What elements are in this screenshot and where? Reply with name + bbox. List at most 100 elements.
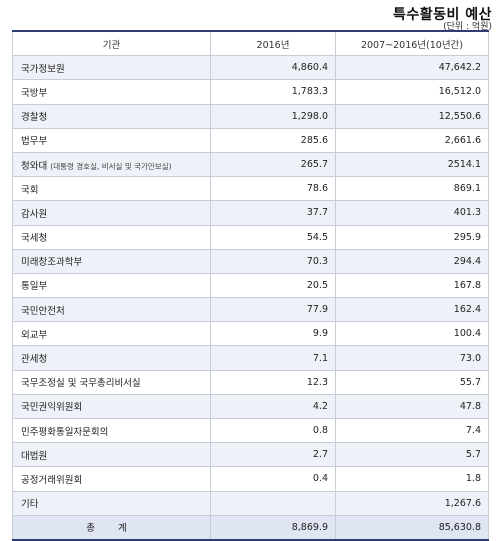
agency-name: 청와대 — [21, 160, 48, 172]
agency-cell: 기타 — [12, 490, 211, 516]
agency-name: 통일부 — [21, 281, 48, 293]
agency-name: 기타 — [21, 499, 39, 511]
agency-name: 민주평화통일자문회의 — [21, 426, 109, 438]
agency-name: 법무부 — [21, 136, 48, 148]
budget-10-years-cell: 869.1 — [335, 176, 489, 202]
table-row: 감사원 37.7 401.3 — [12, 200, 489, 226]
budget-10-years-cell: 2514.1 — [335, 151, 489, 178]
table-row: 민주평화통일자문회의 0.8 7.4 — [12, 417, 489, 444]
table-row: 통일부 20.5 167.8 — [12, 272, 489, 299]
budget-2016-cell: 1,298.0 — [210, 103, 336, 129]
table-row: 국회 78.6 869.1 — [12, 176, 489, 202]
budget-10-years-cell: 47,642.2 — [335, 55, 489, 81]
agency-cell: 공정거래위원회 — [12, 466, 211, 492]
table-row: 청와대 (대통령 경호실, 비서실 및 국가안보실) 265.7 2514.1 — [12, 151, 489, 178]
agency-name: 경찰청 — [21, 112, 48, 124]
header-10-years: 2007~2016년(10년간) — [335, 30, 489, 57]
agency-cell: 미래창조과학부 — [12, 248, 211, 274]
agency-cell: 통일부 — [12, 272, 211, 299]
budget-2016-cell: 0.8 — [210, 417, 336, 444]
budget-2016-cell: 7.1 — [210, 345, 336, 371]
budget-2016-cell: 9.9 — [210, 321, 336, 347]
agency-cell: 대법원 — [12, 442, 211, 468]
table-row: 대법원 2.7 5.7 — [12, 442, 489, 468]
budget-10-years-cell: 1.8 — [335, 466, 489, 492]
budget-10-years-cell: 55.7 — [335, 369, 489, 395]
budget-10-years-cell: 162.4 — [335, 297, 489, 323]
budget-2016-cell: 37.7 — [210, 200, 336, 226]
budget-2016-cell: 77.9 — [210, 297, 336, 323]
table-row: 국민권익위원회 4.2 47.8 — [12, 393, 489, 420]
agency-name: 국민권익위원회 — [21, 402, 83, 414]
budget-10-years-cell: 1,267.6 — [335, 490, 489, 516]
agency-name: 국무조정실 및 국무총리비서실 — [21, 378, 141, 390]
agency-name: 국세청 — [21, 233, 48, 245]
agency-cell: 국민권익위원회 — [12, 393, 211, 420]
budget-2016-cell: 2.7 — [210, 442, 336, 468]
table-row: 공정거래위원회 0.4 1.8 — [12, 466, 489, 492]
header-agency: 기관 — [12, 30, 211, 57]
table-row: 국무조정실 및 국무총리비서실 12.3 55.7 — [12, 369, 489, 395]
table-row: 관세청 7.1 73.0 — [12, 345, 489, 371]
agency-cell: 국세청 — [12, 224, 211, 250]
agency-name: 대법원 — [21, 450, 48, 462]
agency-cell: 경찰청 — [12, 103, 211, 129]
table-row: 국민안전처 77.9 162.4 — [12, 297, 489, 323]
budget-2016-cell: 0.4 — [210, 466, 336, 492]
table-row: 국세청 54.5 295.9 — [12, 224, 489, 250]
agency-note: (대통령 경호실, 비서실 및 국가안보실) — [50, 161, 172, 171]
agency-cell: 청와대 (대통령 경호실, 비서실 및 국가안보실) — [12, 151, 211, 178]
budget-2016-cell: 70.3 — [210, 248, 336, 274]
table-row: 기타 1,267.6 — [12, 490, 489, 516]
budget-10-years-cell: 2,661.6 — [335, 127, 489, 153]
agency-name: 공정거래위원회 — [21, 474, 83, 486]
table-row: 국방부 1,783.3 16,512.0 — [12, 79, 489, 105]
agency-name: 미래창조과학부 — [21, 257, 83, 269]
budget-2016-cell — [210, 490, 336, 516]
agency-name: 외교부 — [21, 329, 48, 341]
budget-2016-cell: 4.2 — [210, 393, 336, 420]
table-row: 미래창조과학부 70.3 294.4 — [12, 248, 489, 274]
agency-name: 국가정보원 — [21, 63, 65, 75]
budget-2016-cell: 265.7 — [210, 151, 336, 178]
budget-2016-cell: 54.5 — [210, 224, 336, 250]
budget-10-years-cell: 47.8 — [335, 393, 489, 420]
budget-2016-cell: 4,860.4 — [210, 55, 336, 81]
agency-cell: 국방부 — [12, 79, 211, 105]
page-title: 특수활동비 예산 — [392, 7, 492, 23]
agency-name: 국민안전처 — [21, 305, 65, 317]
agency-name: 국방부 — [21, 87, 48, 99]
table-header-row: 기관 2016년 2007~2016년(10년간) — [12, 30, 489, 57]
budget-2016-cell: 1,783.3 — [210, 79, 336, 105]
budget-10-years-cell: 100.4 — [335, 321, 489, 347]
table-row: 외교부 9.9 100.4 — [12, 321, 489, 347]
unit-label: (단위 : 억원) — [443, 22, 492, 32]
agency-name: 국회 — [21, 184, 39, 196]
budget-2016-cell: 285.6 — [210, 127, 336, 153]
table-row: 국가정보원 4,860.4 47,642.2 — [12, 55, 489, 81]
agency-cell: 국무조정실 및 국무총리비서실 — [12, 369, 211, 395]
agency-cell: 외교부 — [12, 321, 211, 347]
budget-10-years-cell: 401.3 — [335, 200, 489, 226]
budget-10-years-cell: 295.9 — [335, 224, 489, 250]
budget-10-years-cell: 294.4 — [335, 248, 489, 274]
budget-2016-cell: 20.5 — [210, 272, 336, 299]
budget-10-years-cell: 167.8 — [335, 272, 489, 299]
agency-cell: 국회 — [12, 176, 211, 202]
budget-2016-cell: 78.6 — [210, 176, 336, 202]
budget-10-years-cell: 73.0 — [335, 345, 489, 371]
budget-10-years-cell: 12,550.6 — [335, 103, 489, 129]
agency-cell: 민주평화통일자문회의 — [12, 417, 211, 444]
agency-cell: 감사원 — [12, 200, 211, 226]
agency-cell: 국가정보원 — [12, 55, 211, 81]
header-2016: 2016년 — [210, 30, 336, 57]
agency-cell: 법무부 — [12, 127, 211, 153]
table-body: 국가정보원 4,860.4 47,642.2 국방부 1,783.3 16,512.0 경찰… — [12, 55, 489, 516]
budget-10-years-cell: 5.7 — [335, 442, 489, 468]
agency-cell: 국민안전처 — [12, 297, 211, 323]
agency-cell: 관세청 — [12, 345, 211, 371]
agency-name: 관세청 — [21, 354, 48, 366]
budget-2016-cell: 12.3 — [210, 369, 336, 395]
budget-10-years-cell: 7.4 — [335, 417, 489, 444]
table-row: 법무부 285.6 2,661.6 — [12, 127, 489, 153]
